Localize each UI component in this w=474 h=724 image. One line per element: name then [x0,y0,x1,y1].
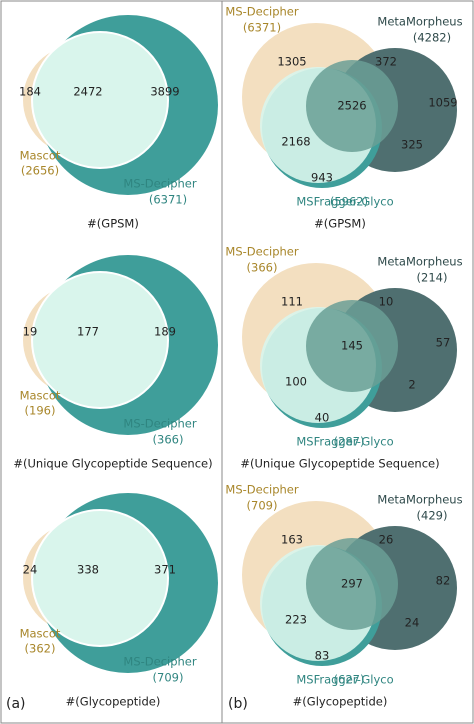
set-size: (214) [417,271,448,285]
caption: #(Glycopeptide) [66,695,161,709]
region-count: 189 [154,325,176,339]
set-name: MS-Decipher [123,655,196,669]
region-count: 184 [19,85,41,99]
venn-circle [306,60,398,152]
region-count: 177 [77,325,99,339]
set-name: MS-Decipher [225,483,298,497]
region-count: 26 [379,533,394,547]
region-count: 40 [315,411,330,425]
region-count: 2168 [281,135,310,149]
set-size: (6371) [243,21,281,35]
region-count: 1059 [428,96,457,110]
region-count: 24 [23,563,38,577]
region-count: 163 [281,533,303,547]
region-count: 325 [401,138,423,152]
region-count: 57 [436,336,451,350]
set-size: (362) [25,642,56,656]
region-count: 82 [436,574,451,588]
region-count: 19 [23,325,38,339]
region-count: 2472 [73,85,102,99]
set-size: (366) [153,433,184,447]
set-size: (196) [25,404,56,418]
set-size: (4282) [413,31,451,45]
set-size: (709) [247,499,278,513]
set-name: Mascot [20,149,61,163]
caption: #(Unique Glycopeptide Sequence) [13,457,212,471]
venn-circle [31,509,169,647]
region-count: 10 [379,295,394,309]
region-count: 943 [311,171,333,185]
region-count: 2 [408,378,415,392]
set-size: (2656) [21,164,59,178]
set-size: (6371) [149,193,187,207]
set-name: MetaMorpheus [377,493,462,507]
region-count: 372 [375,55,397,69]
region-count: 83 [315,649,330,663]
set-name: MS-Decipher [225,5,298,19]
set-name: MSFragger-Glyco [296,673,393,687]
set-size: (709) [153,671,184,685]
venn-circle [31,31,169,169]
set-size: (366) [247,261,278,275]
set-name: MS-Decipher [225,245,298,259]
set-size: (627) [334,673,365,687]
caption: #(Unique Glycopeptide Sequence) [240,457,439,471]
region-count: 223 [285,613,307,627]
region-count: 111 [281,295,303,309]
set-size: (429) [417,509,448,523]
region-count: 371 [154,563,176,577]
set-size: (5962) [330,195,368,209]
region-count: 297 [341,577,363,591]
set-name: MSFragger-Glyco [296,435,393,449]
region-count: 1305 [277,55,306,69]
set-name: MS-Decipher [123,417,196,431]
set-size: (287) [334,435,365,449]
caption: #(GPSM) [314,217,366,231]
set-name: MetaMorpheus [377,15,462,29]
caption: #(Glycopeptide) [293,695,388,709]
region-count: 100 [285,375,307,389]
region-count: 24 [405,616,420,630]
set-name: MetaMorpheus [377,255,462,269]
set-name: Mascot [20,389,61,403]
panel-label: (b) [228,696,248,712]
set-name: Mascot [20,627,61,641]
region-count: 3899 [150,85,179,99]
venn-circle [306,538,398,630]
venn-circle [306,300,398,392]
region-count: 145 [341,339,363,353]
caption: #(GPSM) [87,217,139,231]
region-count: 2526 [337,99,366,113]
set-name: MSFragger-Glyco [296,195,393,209]
panel-label: (a) [6,696,26,712]
venn-circle [31,271,169,409]
region-count: 338 [77,563,99,577]
set-name: MS-Decipher [123,177,196,191]
